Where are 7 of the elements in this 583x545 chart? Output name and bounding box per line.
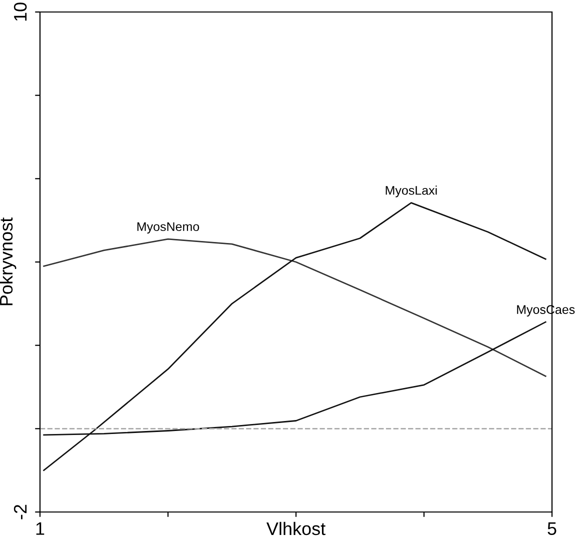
- x-axis-title: Vlhkost: [266, 522, 326, 536]
- y-tick-label: -2: [14, 504, 27, 520]
- y-tick-label: 10: [14, 2, 27, 21]
- x-tick-label: 5: [548, 522, 556, 535]
- series-label: MyosLaxi: [386, 186, 437, 198]
- series-label: MyosNemo: [137, 222, 200, 234]
- x-tick-label: 1: [36, 522, 44, 535]
